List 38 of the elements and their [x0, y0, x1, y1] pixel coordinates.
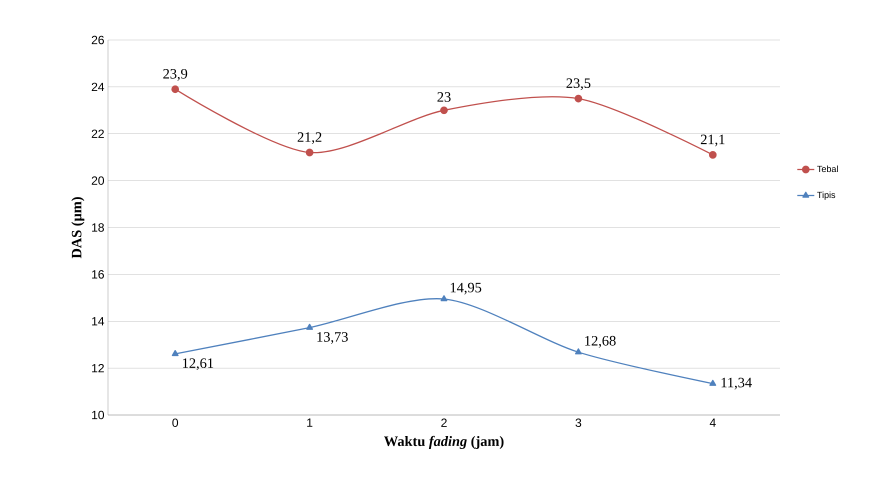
y-tick-label: 16: [92, 270, 104, 279]
y-tick-label: 12: [92, 364, 104, 372]
data-label: 12,61: [182, 358, 214, 370]
data-label: 23,5: [566, 78, 590, 90]
data-label: 23,9: [163, 68, 188, 81]
x-tick-label: 3: [576, 418, 582, 427]
point: [708, 150, 717, 159]
data-label: 11,34: [722, 378, 752, 390]
data-label: 21,1: [700, 134, 724, 146]
point: [440, 106, 448, 114]
point: [709, 380, 716, 386]
legend-label: Tebal: [817, 166, 838, 172]
data-label: 12,68: [585, 336, 616, 348]
data-label: 13,73: [317, 332, 348, 344]
point: [306, 324, 314, 330]
x-tick-label: 4: [710, 418, 716, 427]
point: [440, 295, 448, 302]
y-tick-label: 20: [92, 176, 104, 185]
point: [172, 350, 179, 356]
point: [171, 85, 180, 94]
x-tick-label: 1: [307, 418, 312, 427]
x-axis-title: Waktu fading (jam): [384, 436, 504, 449]
y-tick-label: 24: [92, 82, 104, 92]
y-tick-label: 10: [92, 410, 104, 420]
y-axis-title: DAS (µm): [71, 197, 84, 258]
point: [574, 348, 582, 354]
y-tick-label: 26: [92, 36, 104, 44]
x-tick-label: 0: [172, 418, 178, 427]
y-tick-label: 18: [92, 223, 104, 232]
point: [306, 148, 314, 156]
y-tick-label: 14: [92, 317, 104, 326]
data-label: 21,2: [298, 132, 322, 144]
x-tick-label: 2: [441, 418, 447, 427]
data-label: 14,95: [450, 282, 482, 294]
y-tick-label: 22: [92, 130, 104, 138]
legend-label: Tipis: [817, 191, 836, 200]
data-label: 23: [437, 92, 451, 102]
point: [574, 94, 582, 102]
